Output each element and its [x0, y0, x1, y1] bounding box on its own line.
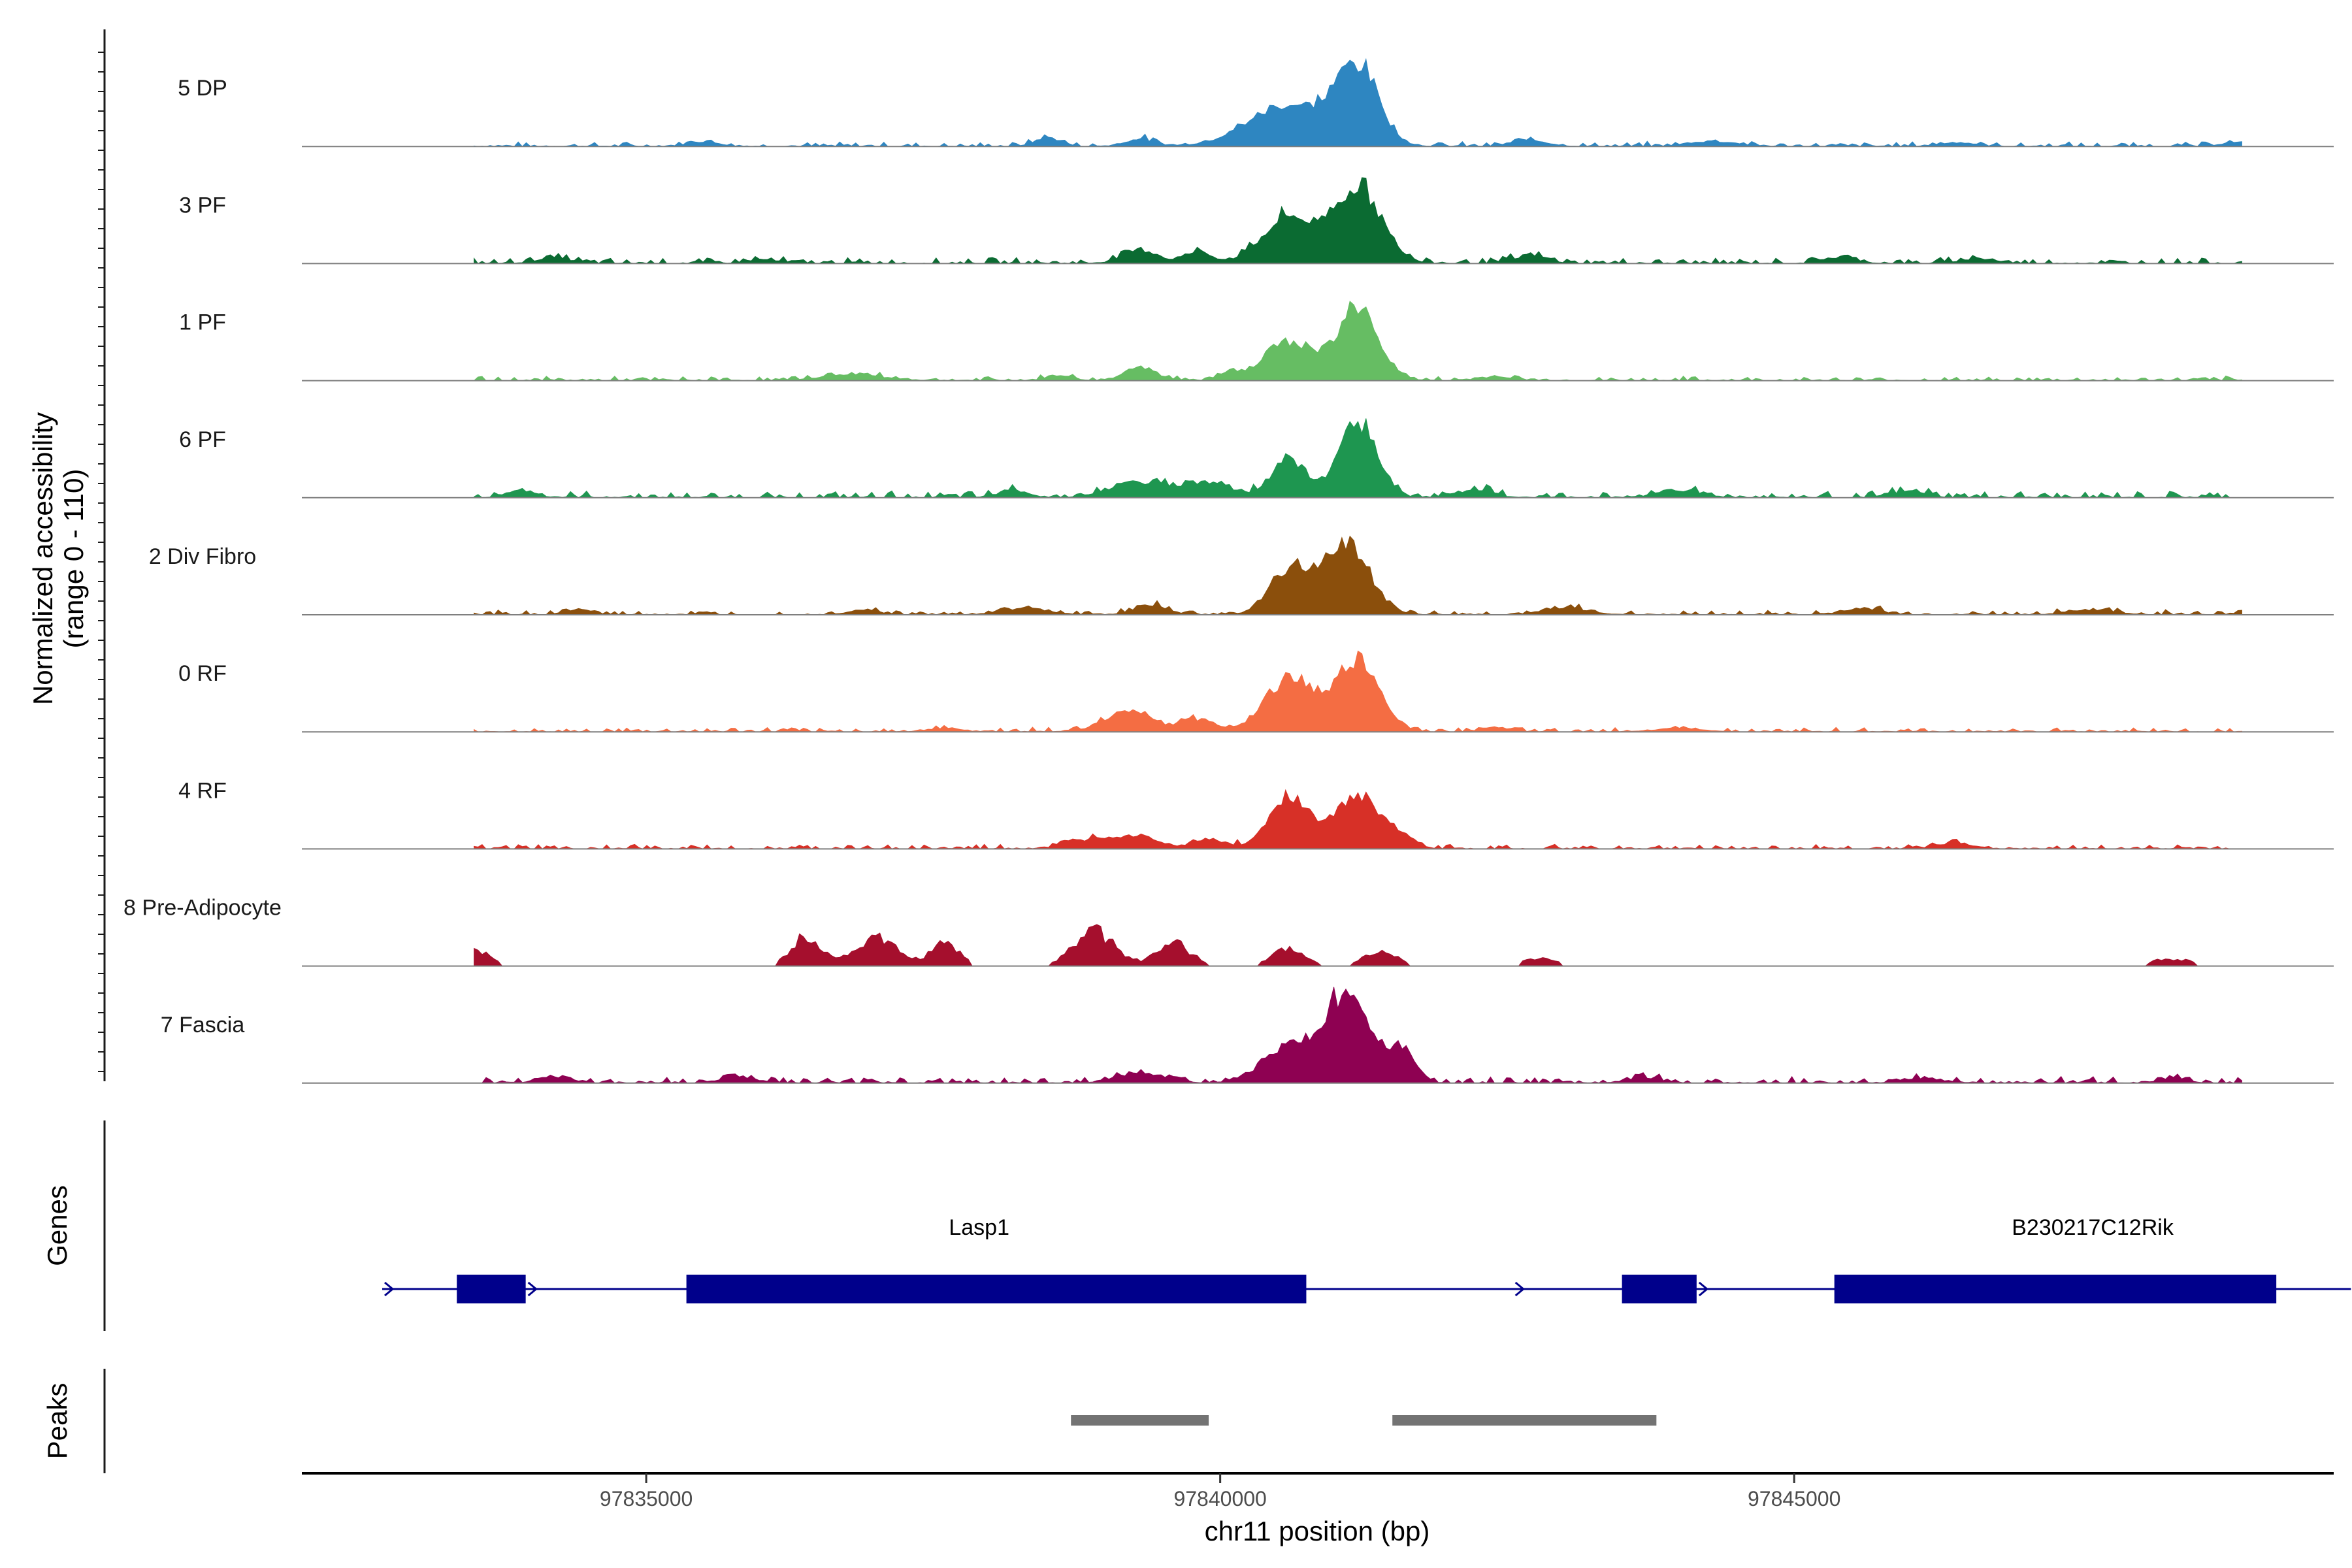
- track-label: 8 Pre-Adipocyte: [123, 896, 282, 921]
- track-3-pf: 3 PF: [179, 177, 2334, 265]
- strand-arrow: [527, 1281, 538, 1297]
- gene-lasp1: Lasp1: [382, 1215, 1582, 1303]
- track-label: 0 RF: [178, 661, 227, 686]
- track-label: 4 RF: [178, 778, 227, 803]
- track-label: 7 Fascia: [161, 1013, 245, 1037]
- genes-panel: Genes Lasp1 B230217C12Rik: [42, 1120, 2351, 1331]
- peak-region: [1392, 1415, 1657, 1426]
- strand-arrow: [1698, 1281, 1709, 1297]
- y-axis-label-line1: Normalized accessibility: [27, 412, 58, 705]
- track-label: 3 PF: [179, 193, 226, 218]
- track-4-rf: 4 RF: [178, 778, 2334, 850]
- coverage-area: [474, 418, 2242, 498]
- peaks-panel: Peaks: [42, 1369, 1657, 1473]
- x-tick-label: 97840000: [1173, 1487, 1266, 1511]
- x-axis-label: chr11 position (bp): [1205, 1516, 1430, 1546]
- track-2-div-fibro: 2 Div Fibro: [149, 535, 2334, 615]
- strand-arrow: [384, 1281, 395, 1297]
- track-1-pf: 1 PF: [179, 301, 2334, 382]
- x-axis: 97835000 97840000 97845000 chr11 position …: [302, 1472, 2334, 1546]
- strand-arrow: [1514, 1281, 1526, 1297]
- gene-label: B230217C12Rik: [2012, 1215, 2174, 1240]
- coverage-area: [474, 57, 2242, 147]
- gene-exon: [1834, 1275, 2277, 1303]
- track-7-fascia: 7 Fascia: [161, 987, 2334, 1084]
- y-axis-label-line2: (range 0 - 110): [58, 469, 89, 649]
- coverage-area: [474, 301, 2242, 382]
- gene-exon: [686, 1275, 1307, 1303]
- coverage-area: [474, 650, 2242, 732]
- gene-label: Lasp1: [949, 1215, 1009, 1240]
- peaks-label: Peaks: [42, 1383, 73, 1460]
- track-0-rf: 0 RF: [178, 650, 2334, 733]
- genes-label: Genes: [42, 1185, 73, 1266]
- track-label: 5 DP: [178, 76, 227, 101]
- track-label: 2 Div Fibro: [149, 544, 256, 569]
- coverage-tracks: 5 DP 3 PF 1 PF 6 PF 2 Div Fibro 0 RF 4 RF 8 Pre…: [123, 57, 2334, 1084]
- x-tick-label: 97835000: [600, 1487, 693, 1511]
- track-label: 6 PF: [179, 427, 226, 452]
- x-tick-label: 97845000: [1748, 1487, 1840, 1511]
- track-6-pf: 6 PF: [179, 418, 2334, 498]
- coverage-area: [474, 924, 2242, 967]
- coverage-area: [474, 535, 2242, 615]
- peak-region: [1071, 1415, 1209, 1426]
- x-ticks: 97835000 97840000 97845000: [600, 1473, 1840, 1511]
- coverage-area: [474, 789, 2242, 850]
- gene-exon: [457, 1275, 526, 1303]
- coverage-area: [474, 177, 2242, 265]
- track-label: 1 PF: [179, 310, 226, 335]
- peak-regions: [1071, 1415, 1657, 1426]
- track-8-pre-adipocyte: 8 Pre-Adipocyte: [123, 896, 2334, 967]
- gene-b230217c12rik: B230217C12Rik: [1512, 1215, 2351, 1303]
- coverage-area: [474, 987, 2242, 1084]
- coverage-y-ticks: [98, 52, 105, 1072]
- gene-exon: [1622, 1275, 1697, 1303]
- gene-models: Lasp1 B230217C12Rik: [382, 1215, 2351, 1303]
- track-5-dp: 5 DP: [178, 57, 2334, 148]
- coverage-y-axis: Normalized accessibility (range 0 - 110): [27, 29, 106, 1081]
